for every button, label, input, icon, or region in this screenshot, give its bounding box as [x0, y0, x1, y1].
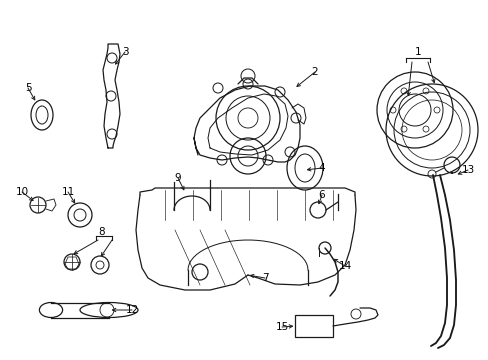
- Bar: [294, 315, 332, 337]
- Text: 6: 6: [318, 190, 325, 200]
- Text: 5: 5: [24, 83, 31, 93]
- Text: 15: 15: [275, 322, 288, 332]
- Text: 12: 12: [125, 305, 138, 315]
- Text: 4: 4: [318, 163, 325, 173]
- Text: 9: 9: [174, 173, 181, 183]
- Text: 2: 2: [311, 67, 318, 77]
- Text: 10: 10: [16, 187, 28, 197]
- Text: 14: 14: [338, 261, 351, 271]
- Text: 3: 3: [122, 47, 128, 57]
- Text: 7: 7: [261, 273, 268, 283]
- Text: 1: 1: [414, 47, 421, 57]
- Text: 13: 13: [461, 165, 474, 175]
- Text: 11: 11: [61, 187, 75, 197]
- Text: 8: 8: [99, 227, 105, 237]
